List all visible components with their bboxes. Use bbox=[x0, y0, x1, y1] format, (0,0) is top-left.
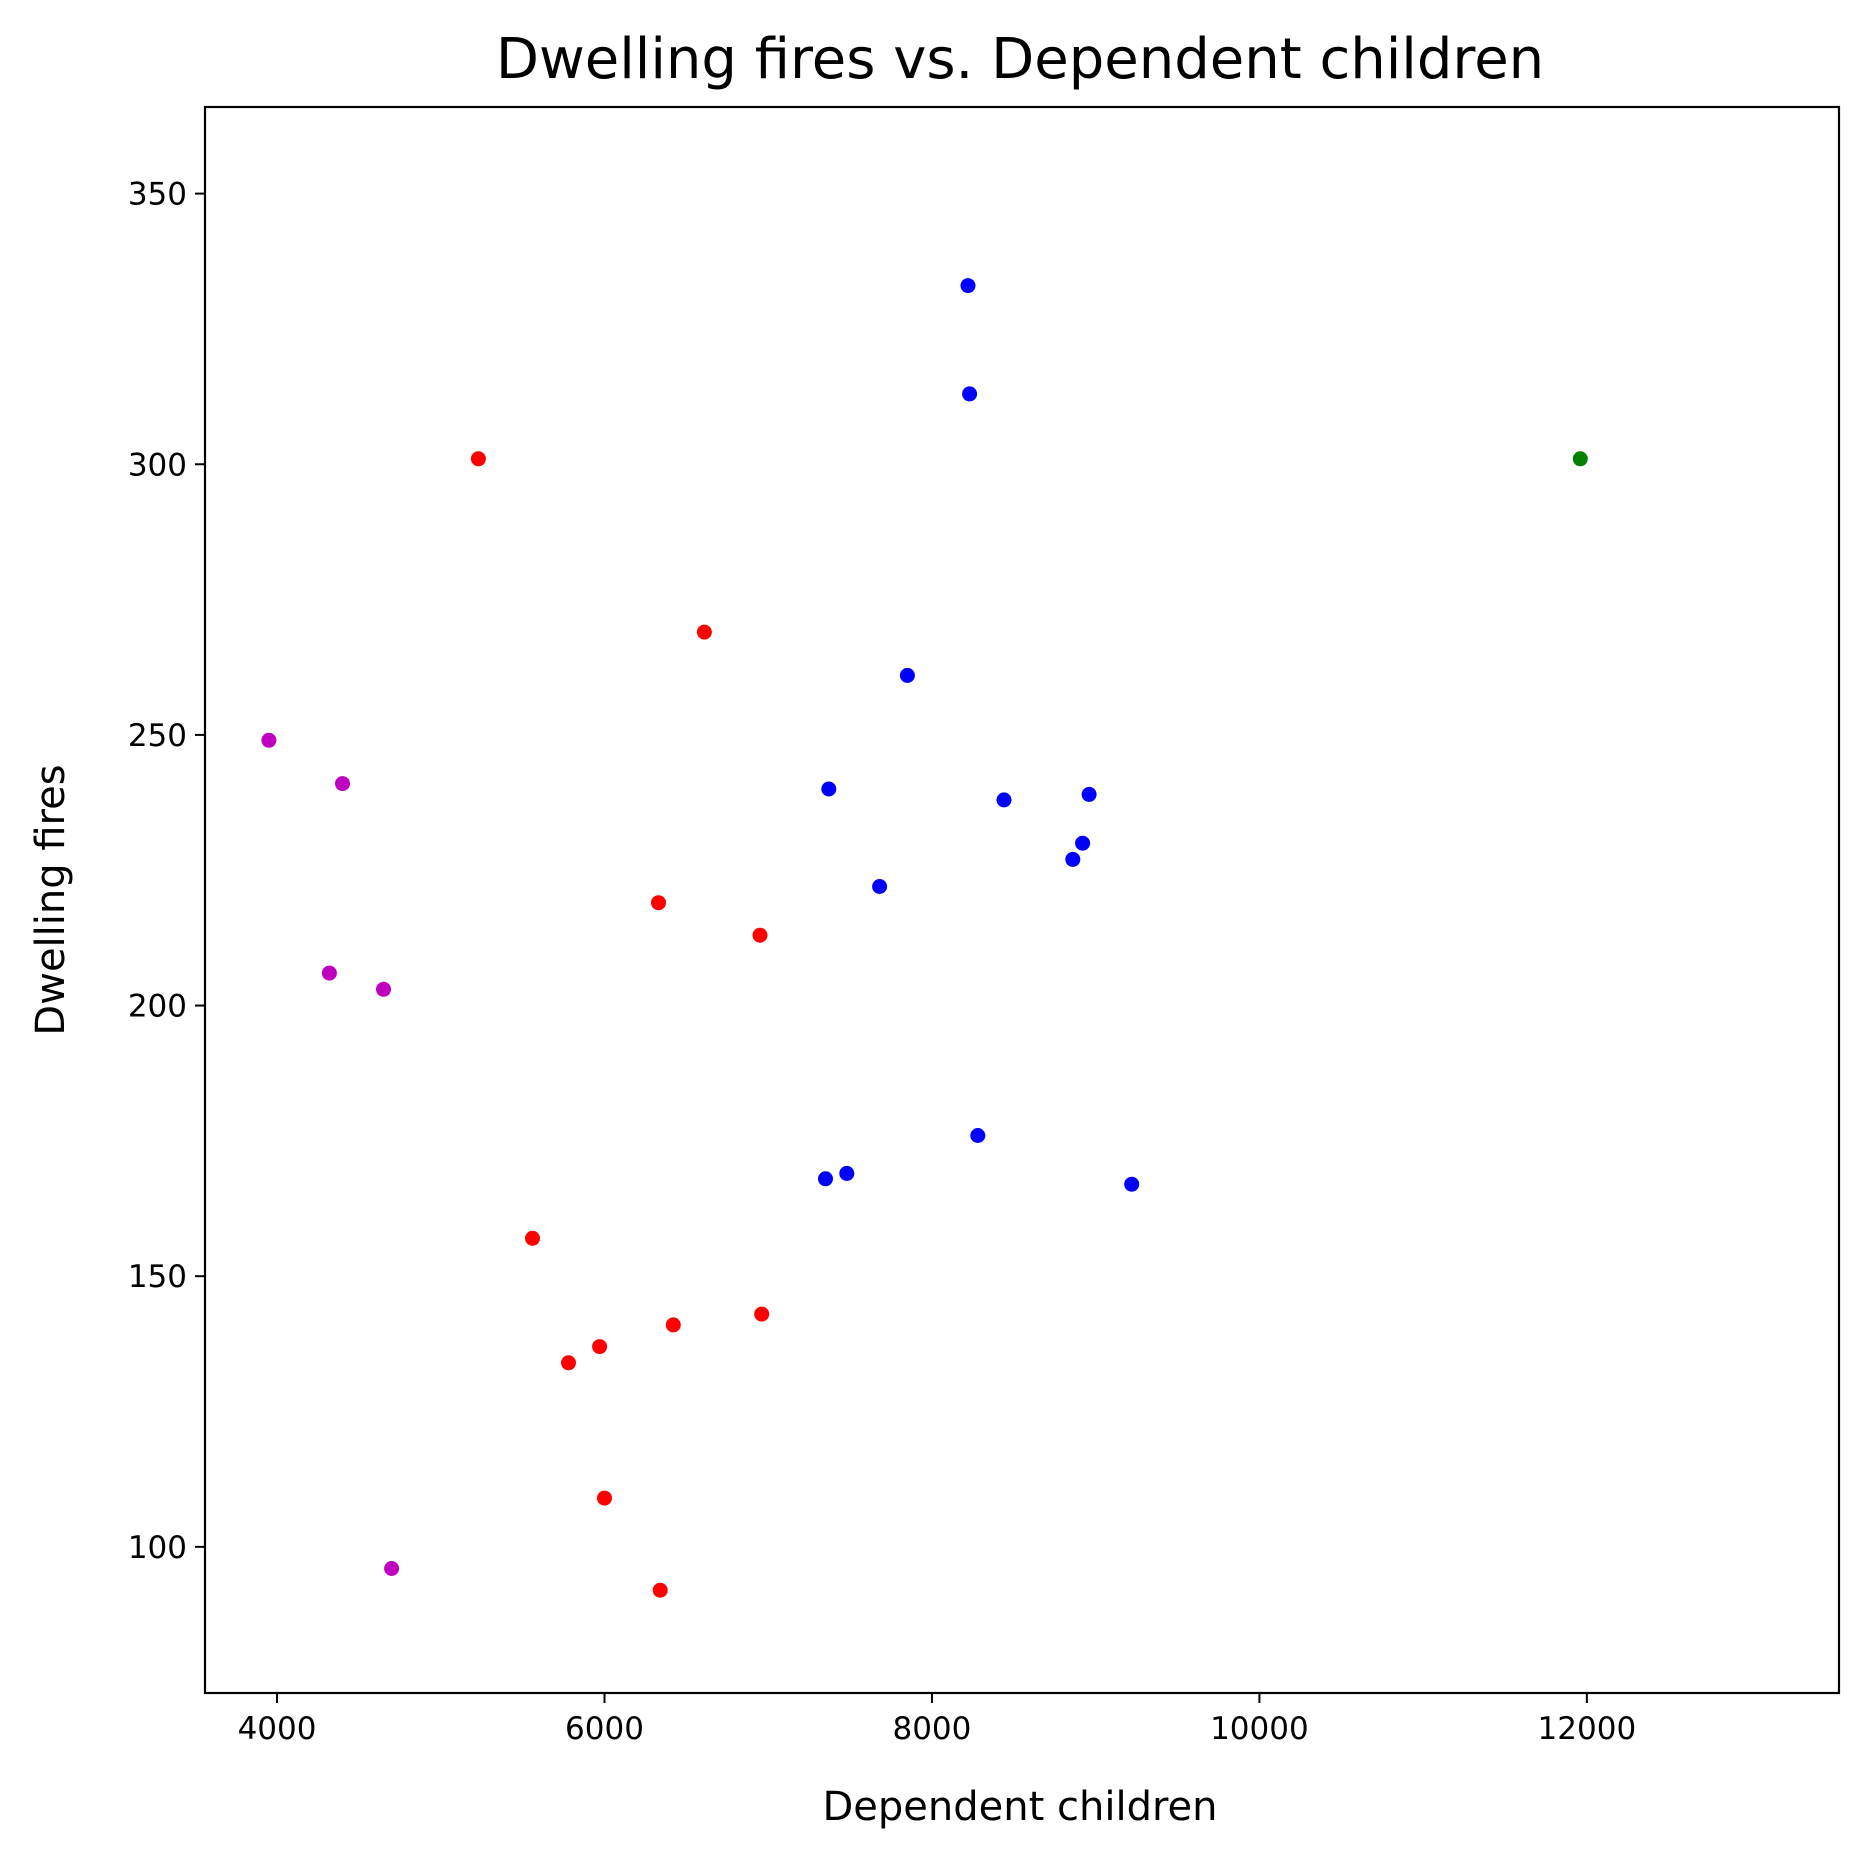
x-tick-label: 10000 bbox=[1210, 1711, 1309, 1747]
scatter-point bbox=[996, 792, 1012, 808]
scatter-point bbox=[1124, 1176, 1140, 1192]
scatter-point bbox=[1075, 835, 1091, 851]
scatter-point bbox=[321, 965, 337, 981]
scatter-point bbox=[752, 927, 768, 943]
scatter-point bbox=[1572, 451, 1588, 467]
y-axis-title: Dwelling fires bbox=[28, 764, 74, 1035]
scatter-point bbox=[665, 1317, 681, 1333]
x-axis: 4000 6000 8000 10000 12000 bbox=[238, 1693, 1637, 1747]
scatter-point bbox=[470, 451, 486, 467]
scatter-point bbox=[970, 1128, 986, 1143]
scatter-point bbox=[376, 981, 391, 997]
scatter-point bbox=[592, 1339, 608, 1355]
marks-layer bbox=[261, 278, 1588, 1598]
scatter-point bbox=[335, 776, 350, 792]
scatter-point bbox=[872, 879, 888, 894]
x-tick-label: 4000 bbox=[238, 1711, 317, 1747]
chart-title: Dwelling fires vs. Dependent children bbox=[496, 27, 1544, 92]
scatter-point bbox=[525, 1230, 540, 1246]
scatter-point bbox=[821, 781, 837, 797]
x-tick-label: 8000 bbox=[892, 1711, 971, 1747]
y-tick-label: 200 bbox=[128, 989, 187, 1025]
scatter-point bbox=[960, 278, 976, 294]
scatter-point bbox=[839, 1165, 855, 1181]
scatter-point bbox=[754, 1306, 770, 1322]
scatter-point bbox=[696, 624, 712, 640]
y-axis: 100 150 200 250 300 350 bbox=[128, 177, 205, 1566]
scatter-point bbox=[261, 732, 277, 748]
scatter-point bbox=[384, 1561, 400, 1576]
x-tick-label: 12000 bbox=[1538, 1711, 1637, 1747]
scatter-point bbox=[597, 1490, 612, 1506]
scatter-point bbox=[1065, 851, 1081, 867]
scatter-point bbox=[899, 667, 915, 683]
plot-area-frame bbox=[203, 105, 1841, 1695]
y-tick-label: 100 bbox=[128, 1530, 187, 1566]
y-tick-label: 250 bbox=[128, 718, 187, 754]
scatter-point bbox=[1081, 786, 1097, 802]
x-tick-label: 6000 bbox=[565, 1711, 644, 1747]
y-tick-label: 300 bbox=[128, 447, 187, 483]
y-tick-label: 350 bbox=[128, 177, 187, 213]
x-axis-title: Dependent children bbox=[823, 1784, 1218, 1830]
scatter-point bbox=[651, 895, 666, 911]
scatter-point bbox=[962, 386, 978, 402]
scatter-point bbox=[818, 1171, 833, 1187]
scatter-point bbox=[652, 1582, 668, 1598]
y-tick-label: 150 bbox=[128, 1259, 187, 1295]
scatter-point bbox=[561, 1355, 576, 1371]
